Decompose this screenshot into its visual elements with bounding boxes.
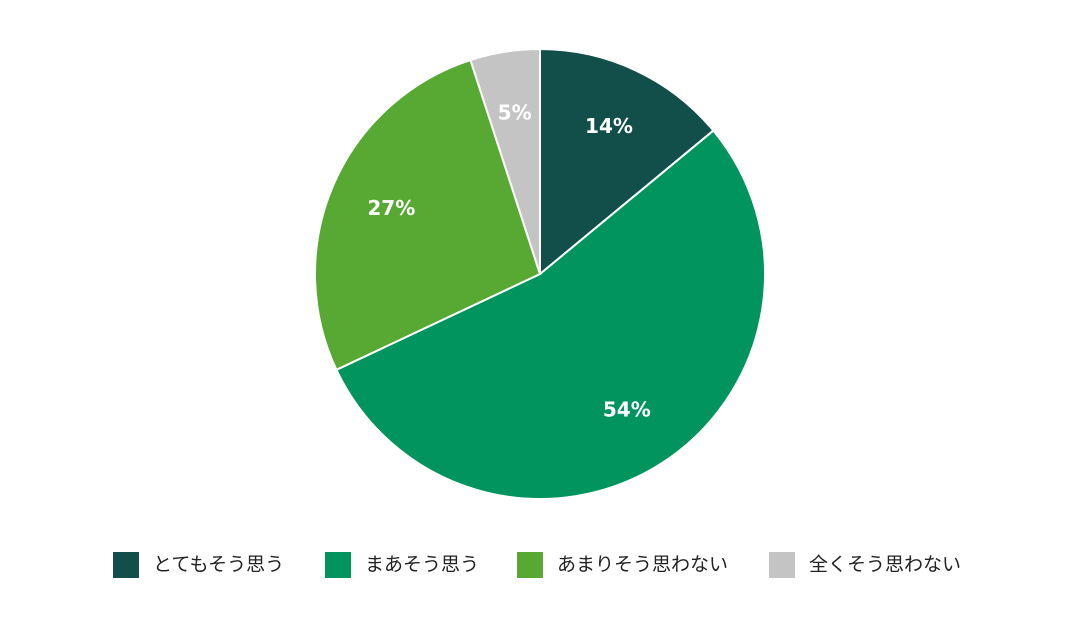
legend-swatch (769, 552, 795, 578)
data-label: 14% (585, 114, 633, 138)
data-label: 5% (498, 100, 532, 124)
data-label: 54% (603, 397, 651, 421)
pie-slice (335, 129, 766, 500)
data-label: 27% (367, 196, 415, 220)
legend-label: まあそう思う (365, 554, 479, 576)
pie-slice (539, 47, 715, 277)
pie-slice (314, 58, 542, 372)
legend-label: とてもそう思う (153, 554, 284, 576)
legend-label: あまりそう思わない (557, 554, 728, 576)
legend-swatch (517, 552, 543, 578)
legend-swatch (325, 552, 351, 578)
legend-label: 全くそう思わない (809, 554, 961, 576)
pie-slice (469, 47, 541, 275)
legend-swatch (113, 552, 139, 578)
